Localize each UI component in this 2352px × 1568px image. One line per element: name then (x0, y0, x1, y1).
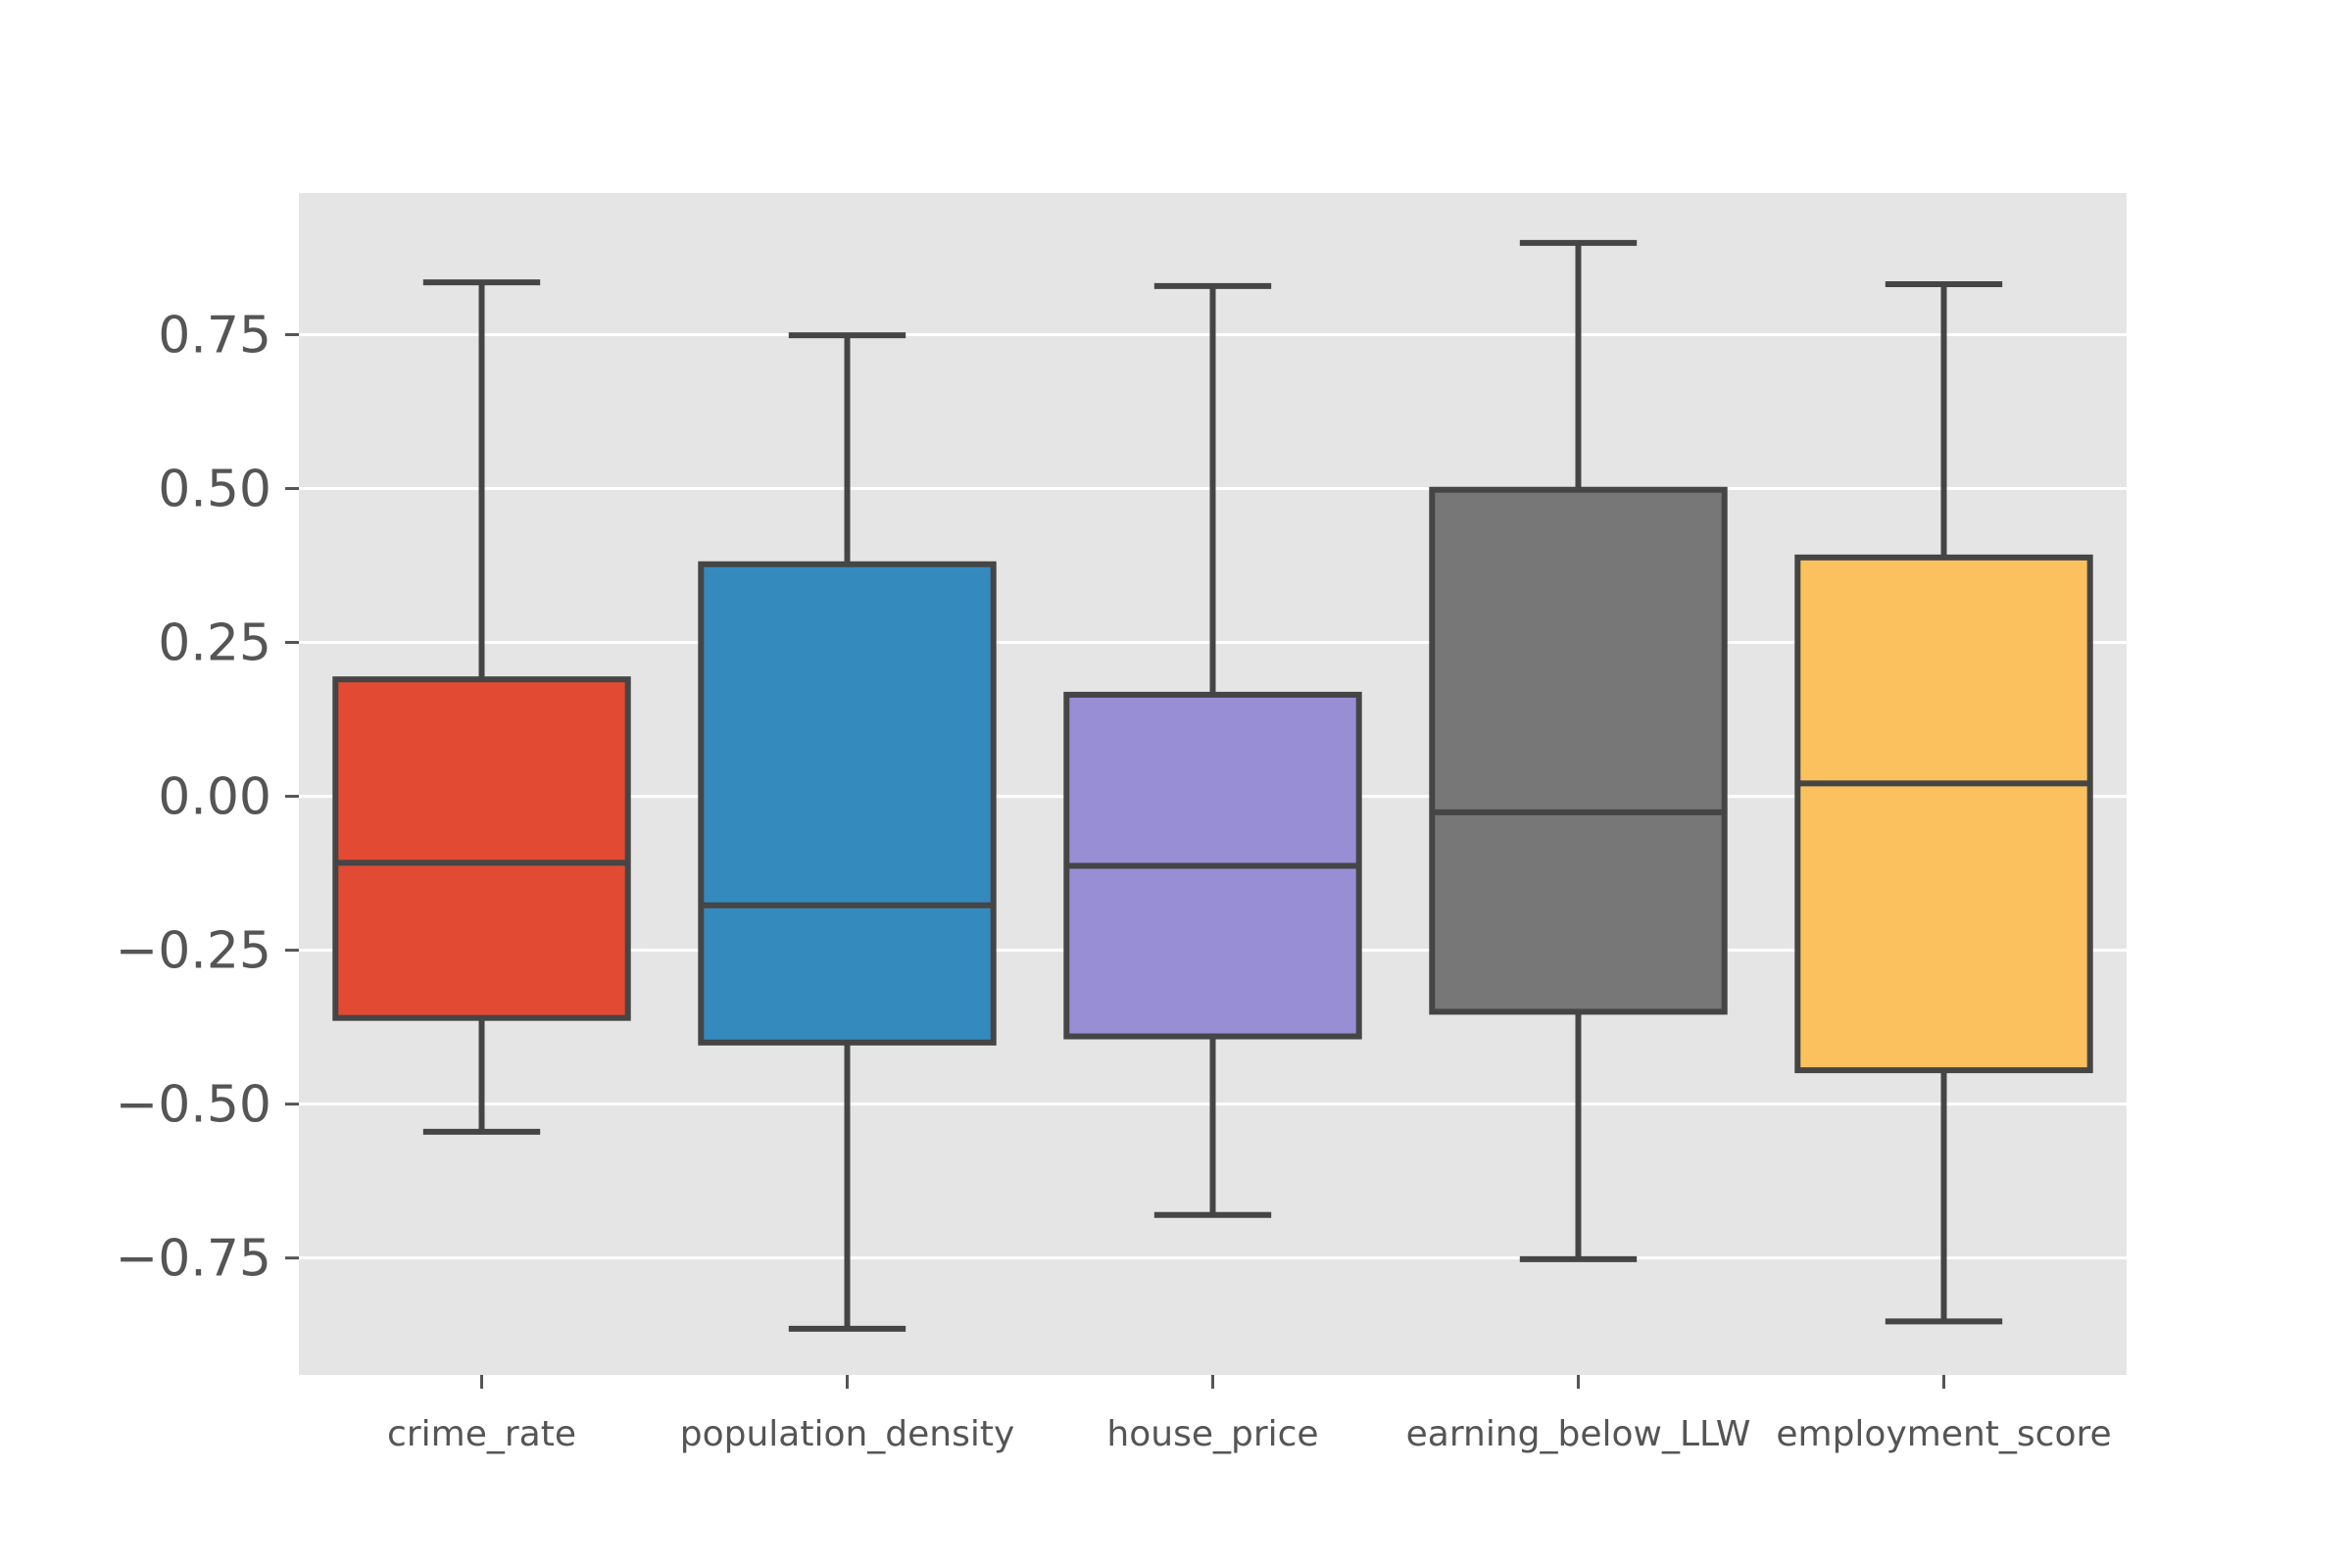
box-layer (332, 239, 2093, 1332)
box-iqr (1794, 554, 2093, 1074)
box-iqr (332, 676, 631, 1021)
axis-layer: −0.75 −0.50 −0.25 0.00 0.25 0.50 0.75 crime_rat… (116, 306, 2112, 1454)
y-tick-label: 0.25 (158, 614, 271, 673)
box-crime_rate (332, 279, 631, 1135)
y-tick-label: −0.25 (116, 922, 271, 981)
box-earning_below_LLW (1429, 239, 1728, 1262)
box-house_price (1063, 282, 1362, 1218)
x-tick-label: earning_below_LLW (1406, 1414, 1751, 1454)
x-tick-label: employment_score (1776, 1414, 2111, 1454)
y-tick-label: 0.50 (158, 461, 271, 519)
box-population_density (698, 332, 997, 1332)
y-tick-label: −0.75 (116, 1230, 271, 1289)
box-employment_score (1794, 280, 2093, 1325)
y-tick-label: 0.75 (158, 306, 271, 365)
y-tick-label: −0.50 (116, 1076, 271, 1135)
y-tick-label: 0.00 (158, 768, 271, 827)
box-iqr (698, 561, 997, 1046)
x-tick-label: house_price (1106, 1414, 1318, 1454)
box-iqr (1429, 486, 1728, 1015)
x-tick-label: population_density (680, 1414, 1015, 1454)
x-tick-label: crime_rate (387, 1414, 576, 1454)
